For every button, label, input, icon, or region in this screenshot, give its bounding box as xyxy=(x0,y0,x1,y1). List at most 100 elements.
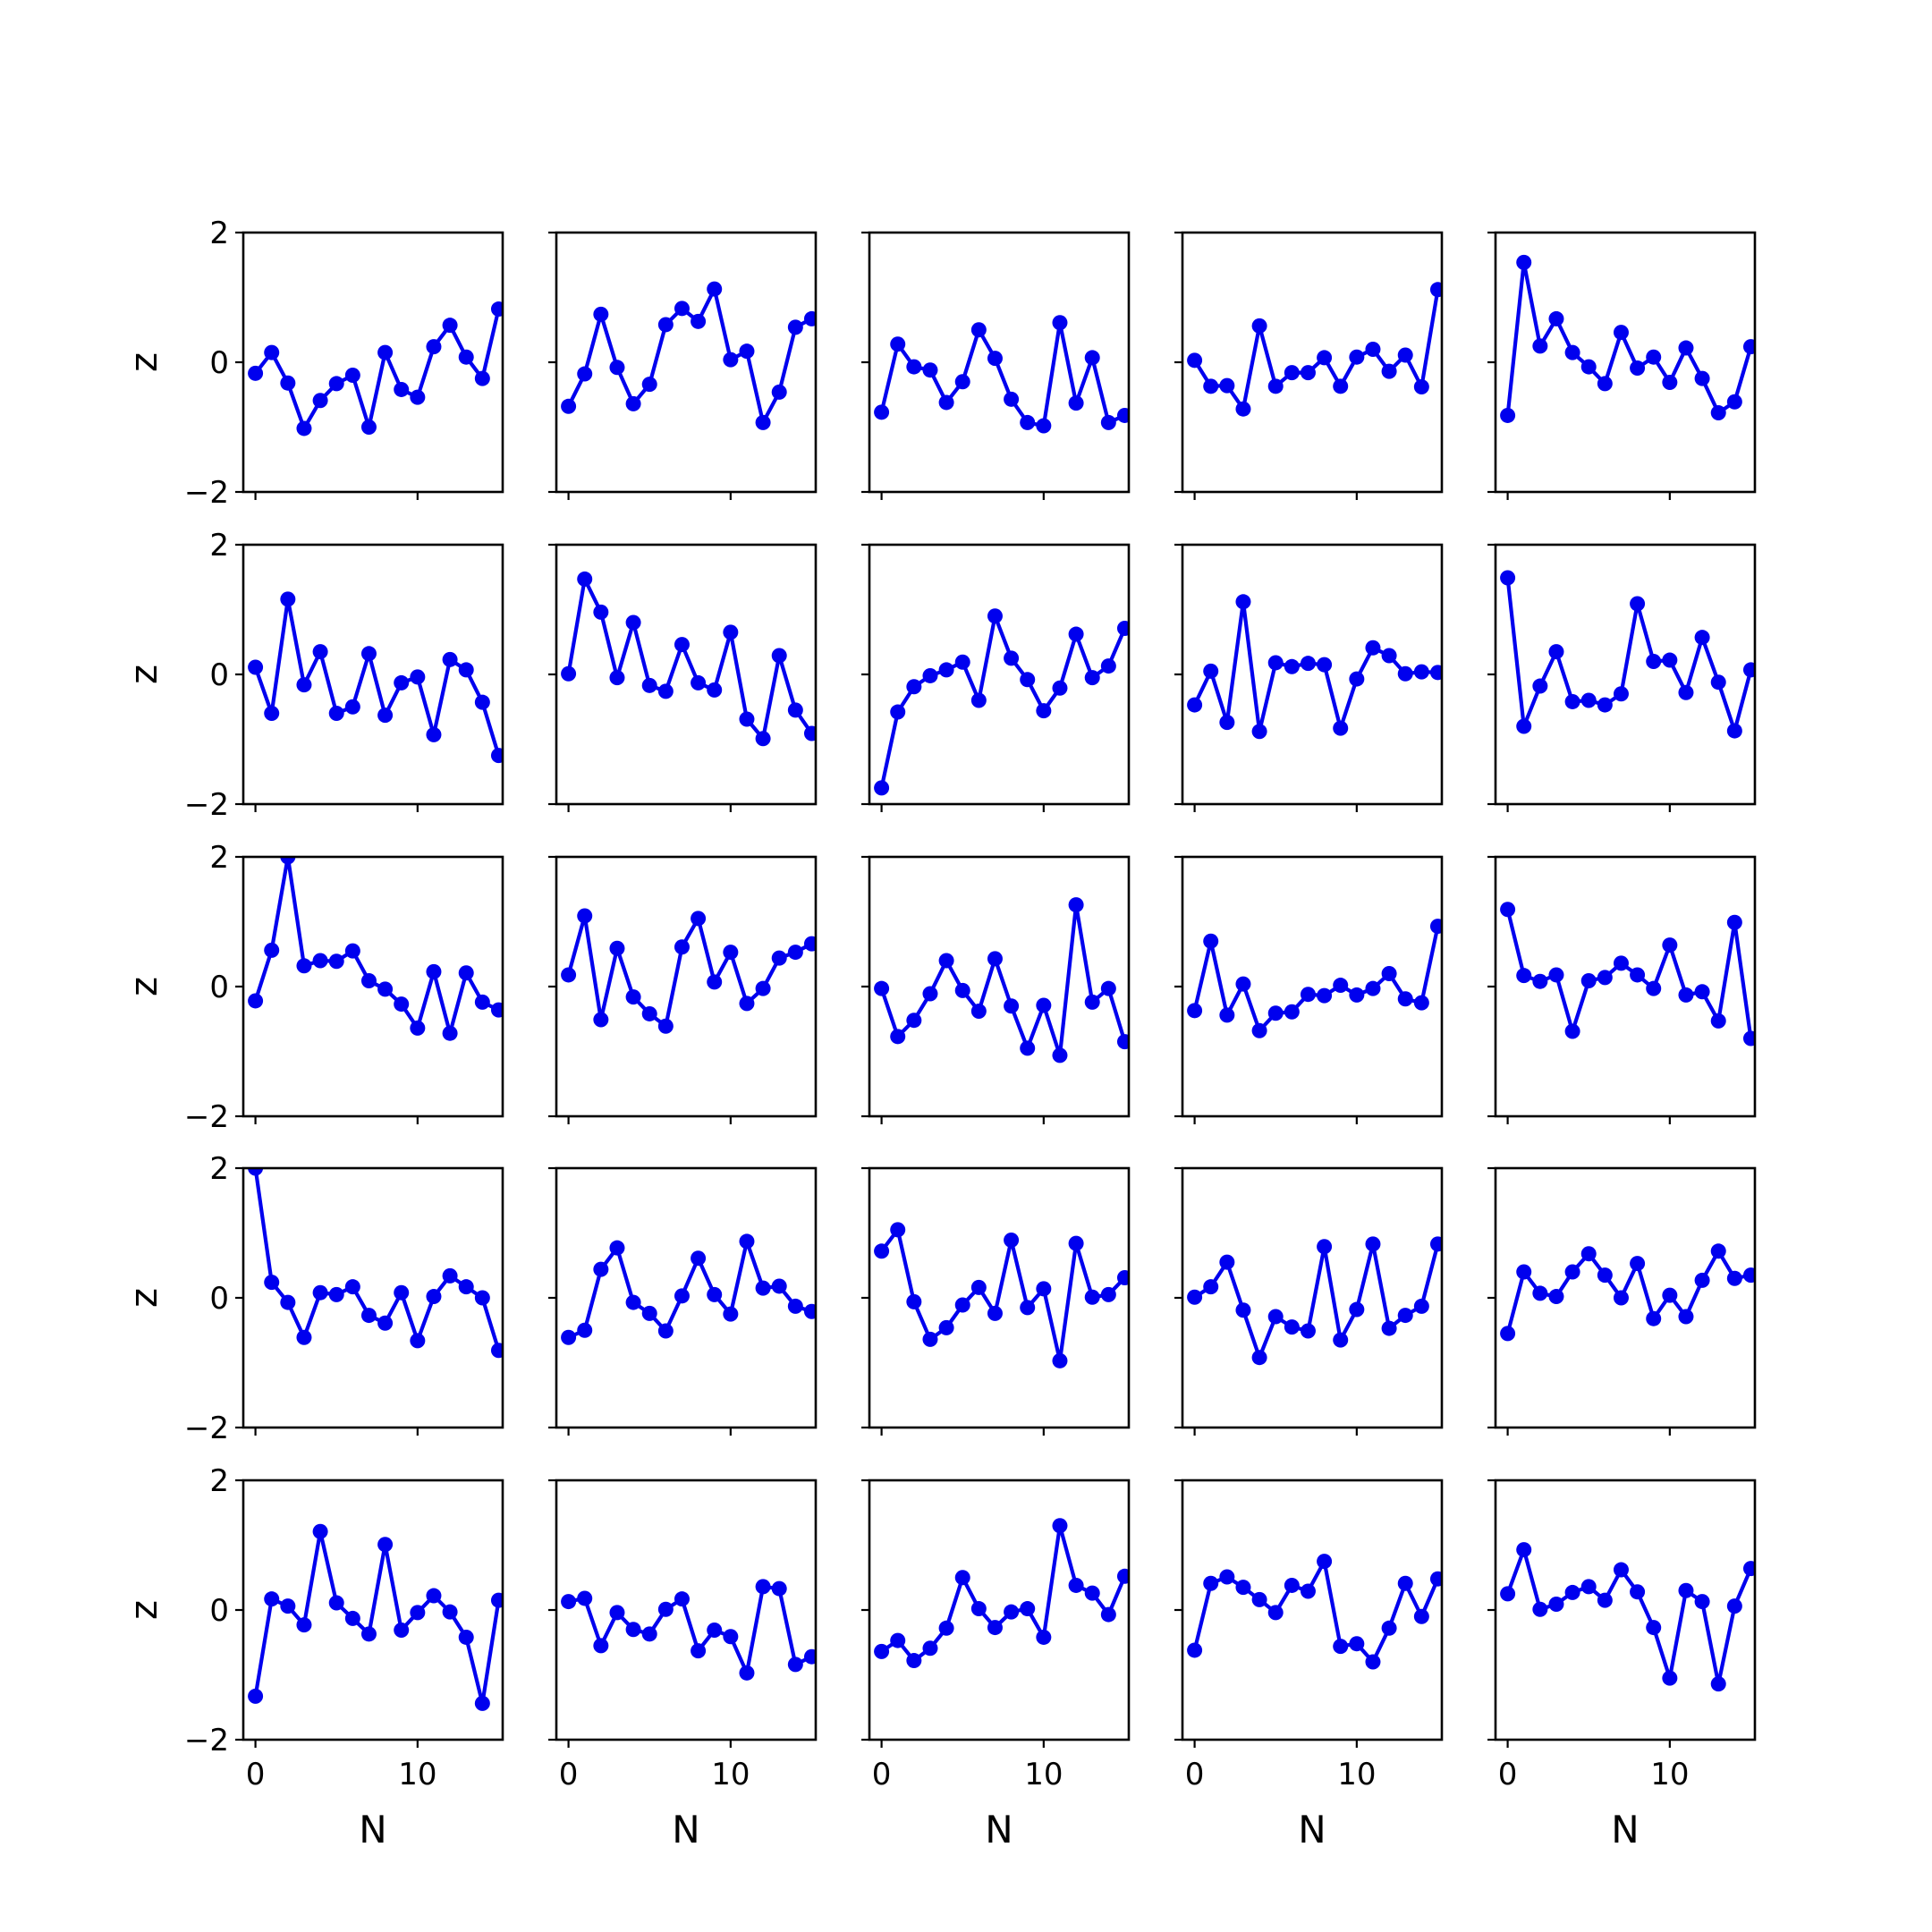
data-point xyxy=(641,1626,657,1642)
data-point xyxy=(1630,1584,1646,1600)
data-point xyxy=(787,1298,803,1314)
data-point xyxy=(248,659,264,675)
series-line xyxy=(567,1239,813,1340)
data-point xyxy=(1662,652,1678,668)
data-point xyxy=(755,414,771,430)
data-point xyxy=(1284,1004,1300,1020)
data-point xyxy=(1381,363,1397,379)
data-point xyxy=(1116,1034,1129,1050)
data-point xyxy=(609,1605,625,1621)
data-point xyxy=(1694,1272,1710,1288)
data-point xyxy=(490,748,503,764)
y-tick-label: 0 xyxy=(209,345,229,381)
data-point xyxy=(771,950,787,966)
data-point xyxy=(593,604,609,620)
data-point xyxy=(1267,378,1284,394)
data-point xyxy=(1516,718,1532,734)
data-point xyxy=(577,1590,593,1606)
data-point xyxy=(248,365,264,381)
data-point xyxy=(1300,365,1316,381)
data-point xyxy=(426,339,442,355)
data-point xyxy=(280,857,296,865)
data-point xyxy=(1068,395,1084,411)
subplot-grid: −2 0 2 z −2 0 2 z −2 0 2 z −2 0 2 z −2 0 2 0 10 z N 0 10 N 0 10 N 0 10… xyxy=(122,216,1757,1852)
data-point xyxy=(1429,665,1442,681)
data-point xyxy=(954,1297,970,1313)
data-point xyxy=(360,972,377,988)
data-point xyxy=(248,1168,264,1176)
data-point xyxy=(248,993,264,1009)
x-axis-label: N xyxy=(985,1808,1013,1852)
data-point xyxy=(625,1622,641,1638)
data-point xyxy=(657,1323,674,1339)
data-point xyxy=(691,1250,707,1267)
y-tick-label: 2 xyxy=(209,528,229,564)
data-point xyxy=(1284,658,1300,674)
data-point xyxy=(723,1306,739,1322)
data-point xyxy=(1548,644,1564,660)
data-point xyxy=(593,1012,609,1028)
data-point xyxy=(1500,1586,1516,1602)
y-tick-label: 2 xyxy=(209,1463,229,1499)
data-point xyxy=(1646,654,1662,669)
data-point xyxy=(723,624,739,640)
data-point xyxy=(1548,1289,1564,1305)
data-point xyxy=(1084,1289,1100,1305)
data-point xyxy=(344,699,360,715)
data-point xyxy=(987,351,1003,367)
subplot-r4-c1: −2 0 2 z xyxy=(122,1151,504,1446)
data-point xyxy=(458,1629,474,1645)
data-point xyxy=(1036,1629,1052,1645)
data-point xyxy=(1004,998,1020,1014)
data-point xyxy=(312,644,328,660)
data-point xyxy=(1597,697,1613,713)
series-line xyxy=(879,902,1127,1057)
data-point xyxy=(1317,350,1333,366)
data-point xyxy=(1365,1654,1381,1670)
y-tick-label: 0 xyxy=(209,1281,229,1317)
data-point xyxy=(1004,1232,1020,1248)
data-point xyxy=(609,670,625,686)
data-point xyxy=(1516,1264,1532,1280)
data-point xyxy=(771,384,787,400)
data-point xyxy=(344,943,360,959)
data-point xyxy=(1532,338,1548,354)
data-point xyxy=(344,1279,360,1295)
data-point xyxy=(264,1275,280,1291)
data-point xyxy=(1219,715,1235,731)
data-point xyxy=(296,420,312,436)
data-point xyxy=(1532,678,1548,694)
data-point xyxy=(1662,937,1678,953)
data-point xyxy=(1613,1562,1629,1578)
series-line xyxy=(1193,1241,1440,1360)
data-point xyxy=(1694,370,1710,386)
data-point xyxy=(938,1620,954,1636)
data-point xyxy=(1203,1279,1219,1295)
data-point xyxy=(954,374,970,390)
data-point xyxy=(803,936,816,952)
data-point xyxy=(1381,1320,1397,1336)
data-point xyxy=(1742,1030,1755,1046)
data-point xyxy=(707,281,723,297)
data-point xyxy=(787,1657,803,1673)
data-point xyxy=(490,1343,503,1359)
data-point xyxy=(657,317,674,333)
series-line xyxy=(1505,1547,1753,1686)
data-point xyxy=(1068,1235,1084,1251)
data-point xyxy=(264,706,280,721)
data-point xyxy=(1116,407,1129,423)
data-point xyxy=(1317,987,1333,1004)
data-point xyxy=(1068,1577,1084,1593)
data-point xyxy=(771,648,787,664)
data-point xyxy=(890,704,906,720)
data-point xyxy=(1613,325,1629,341)
data-point xyxy=(1203,663,1219,679)
data-point xyxy=(1500,1326,1516,1342)
data-point xyxy=(394,1622,410,1638)
data-point xyxy=(1052,315,1068,331)
data-point xyxy=(1100,1286,1116,1302)
data-point xyxy=(561,398,577,414)
data-point xyxy=(755,731,771,747)
data-point xyxy=(1084,994,1100,1010)
